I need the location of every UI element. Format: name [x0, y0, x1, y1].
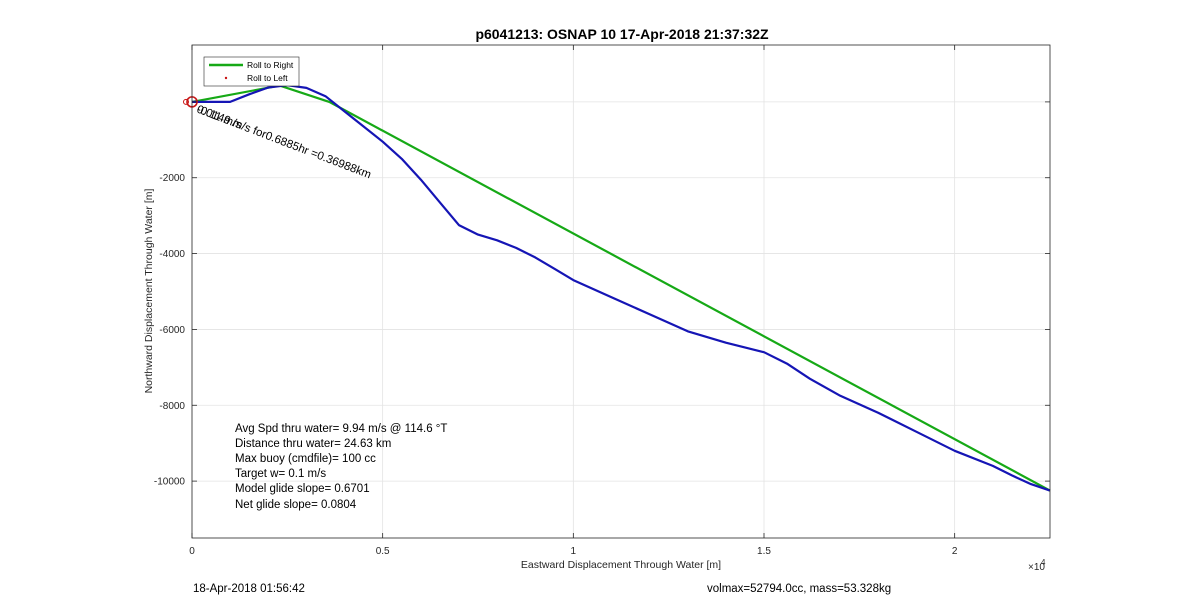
- x-ticks: 0 0.5 1 1.5 2: [189, 45, 958, 557]
- series-track-line: [192, 84, 1051, 492]
- start-position-marker-inner: [183, 98, 189, 105]
- y-axis-label: Northward Displacement Through Water [m]: [143, 189, 155, 394]
- footer-timestamp: 18-Apr-2018 01:56:42: [193, 583, 305, 595]
- series-roll-right-line: [191, 84, 1051, 492]
- summary-target-w: Target w= 0.1 m/s: [235, 468, 326, 480]
- y-gridlines: [192, 101, 1050, 482]
- x-tick-label: 2: [952, 546, 958, 557]
- summary-net-glide: Net glide slope= 0.0804: [235, 499, 357, 511]
- x-tick-label: 0.5: [376, 546, 390, 557]
- x-axis-label: Eastward Displacement Through Water [m]: [521, 559, 721, 571]
- x-exponent-power: 4: [1041, 558, 1046, 567]
- x-exponent-base: ×10: [1028, 562, 1045, 573]
- summary-max-buoy: Max buoy (cmdfile)= 100 cc: [235, 453, 376, 465]
- y-tick-label: -6000: [159, 325, 185, 336]
- x-tick-label: 0: [189, 546, 195, 557]
- y-ticks: -10000 -8000 -6000 -4000 -2000: [154, 101, 1050, 488]
- x-exponent-label: ×10 4: [1028, 558, 1046, 573]
- x-tick-label: 1.5: [757, 546, 771, 557]
- x-tick-label: 1: [571, 546, 577, 557]
- summary-avg-speed: Avg Spd thru water= 9.94 m/s @ 114.6 °T: [235, 423, 447, 435]
- legend-box: [203, 56, 300, 87]
- summary-block: Avg Spd thru water= 9.94 m/s @ 114.6 °T …: [235, 423, 447, 511]
- footer-vehicle-info: volmax=52794.0cc, mass=53.328kg: [707, 583, 892, 595]
- chart-title: p6041213: OSNAP 10 17-Apr-2018 21:37:32Z: [475, 26, 769, 42]
- plot-area: [192, 45, 1050, 538]
- legend: Roll to Right Roll to Left: [203, 56, 300, 87]
- summary-model-glide: Model glide slope= 0.6701: [235, 483, 370, 495]
- y-tick-label: -2000: [159, 173, 185, 184]
- axes-frame: [191, 44, 1051, 539]
- summary-distance: Distance thru water= 24.63 km: [235, 438, 391, 450]
- legend-label-roll-right: Roll to Right: [247, 60, 294, 70]
- y-tick-label: -8000: [159, 401, 185, 412]
- y-tick-label: -10000: [154, 477, 186, 488]
- legend-swatch-roll-left: [224, 76, 228, 80]
- legend-label-roll-left: Roll to Left: [247, 73, 288, 83]
- y-tick-label: -4000: [159, 249, 185, 260]
